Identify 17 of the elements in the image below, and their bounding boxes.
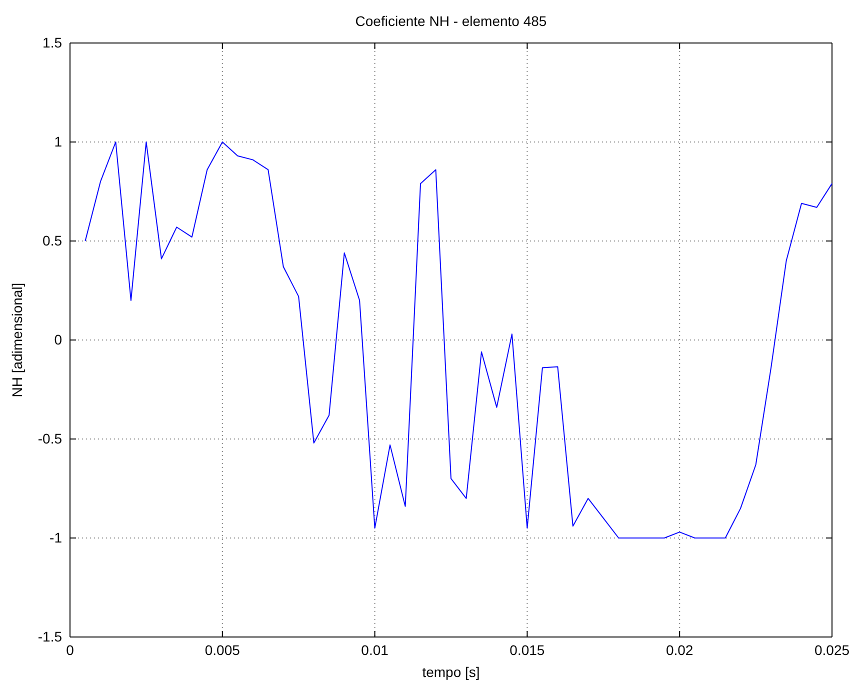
x-axis-title: tempo [s] xyxy=(422,664,480,680)
y-tick-label: -0.5 xyxy=(38,430,62,446)
x-tick-label: 0.025 xyxy=(814,642,850,658)
chart-title: Coeficiente NH - elemento 485 xyxy=(355,13,547,29)
x-tick-label: 0.005 xyxy=(204,642,240,658)
y-tick-label: 0.5 xyxy=(42,232,62,248)
y-tick-label: -1.5 xyxy=(38,628,62,644)
line-series xyxy=(84,142,832,538)
x-tick-label: 0.02 xyxy=(666,642,694,658)
x-tick-label: 0.01 xyxy=(361,642,389,658)
y-tick-label: 1 xyxy=(54,133,62,150)
y-tick-label: 1.5 xyxy=(42,34,62,50)
y-tick-label: 0 xyxy=(54,331,62,348)
y-tick-label: -1 xyxy=(50,529,62,546)
x-tick-label: 0.015 xyxy=(510,642,545,658)
y-axis-title: NH [adimensional] xyxy=(9,282,25,398)
x-tick-label: 0 xyxy=(66,642,74,658)
